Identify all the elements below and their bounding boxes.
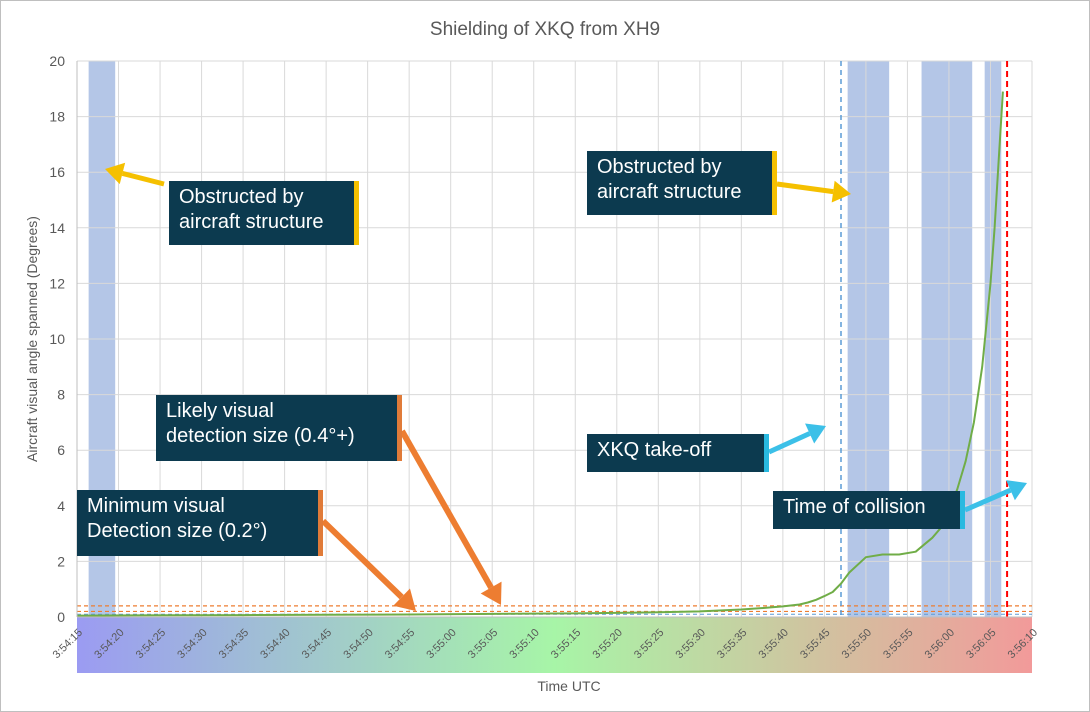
y-tick-label: 14 (49, 220, 65, 236)
y-tick-label: 0 (57, 609, 65, 625)
arrow-collision-head (1006, 480, 1027, 501)
series-line (76, 91, 1004, 617)
callout-obstructed-2: Obstructed by aircraft structure (587, 151, 777, 215)
callout-collision: Time of collision (773, 491, 965, 529)
arrow-minimum-detection-head (393, 588, 416, 611)
callout-line: aircraft structure (179, 211, 324, 233)
arrow-takeoff-head (805, 423, 826, 444)
y-tick-label: 8 (57, 387, 65, 403)
callout-line: Obstructed by (597, 156, 722, 178)
callout-line: Obstructed by (179, 186, 304, 208)
x-axis-label: Time UTC (537, 678, 600, 694)
y-tick-label: 6 (57, 442, 65, 458)
callout-line: XKQ take-off (597, 439, 712, 461)
callout-line: Detection size (0.2°) (87, 520, 268, 542)
arrow-likely-detection (399, 429, 494, 590)
time-gradient-band (77, 617, 1032, 673)
arrow-obstructed-2-head (831, 180, 851, 203)
arrow-obstructed-1 (121, 171, 165, 187)
callout-takeoff: XKQ take-off (587, 434, 769, 472)
callout-line: detection size (0.4°+) (166, 425, 355, 447)
y-tick-label: 18 (49, 109, 65, 125)
chart-title: Shielding of XKQ from XH9 (430, 19, 660, 40)
callout-line: aircraft structure (597, 181, 742, 203)
arrow-collision (964, 487, 1012, 513)
y-tick-label: 2 (57, 553, 65, 569)
arrow-obstructed-2 (776, 181, 834, 195)
callout-line: Likely visual (166, 400, 274, 422)
y-tick-label: 20 (49, 53, 65, 69)
arrow-minimum-detection (320, 518, 404, 600)
y-tick-label: 12 (49, 275, 65, 291)
y-axis-label: Aircraft visual angle spanned (Degrees) (24, 216, 40, 462)
arrow-obstructed-1-head (105, 162, 126, 185)
y-tick-label: 16 (49, 164, 65, 180)
y-tick-label: 10 (49, 331, 65, 347)
arrow-takeoff (767, 431, 811, 455)
callout-likely-detection: Likely visual detection size (0.4°+) (156, 395, 402, 461)
y-tick-label: 4 (57, 498, 65, 514)
callout-obstructed-1: Obstructed by aircraft structure (169, 181, 359, 245)
callout-line: Minimum visual (87, 495, 225, 517)
callout-line: Time of collision (783, 496, 926, 518)
arrow-likely-detection-head (480, 581, 502, 605)
callout-minimum-detection: Minimum visual Detection size (0.2°) (77, 490, 323, 556)
